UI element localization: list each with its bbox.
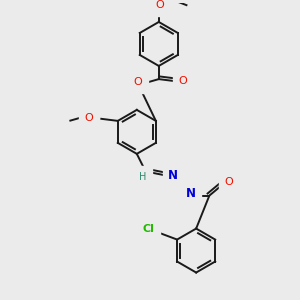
Text: O: O: [155, 1, 164, 10]
Text: H: H: [139, 172, 146, 182]
Text: H: H: [179, 193, 187, 203]
Text: N: N: [186, 187, 196, 200]
Text: O: O: [134, 77, 142, 87]
Text: O: O: [178, 76, 187, 86]
Text: N: N: [168, 169, 178, 182]
Text: Cl: Cl: [142, 224, 154, 234]
Text: O: O: [225, 177, 233, 188]
Text: O: O: [85, 112, 94, 123]
